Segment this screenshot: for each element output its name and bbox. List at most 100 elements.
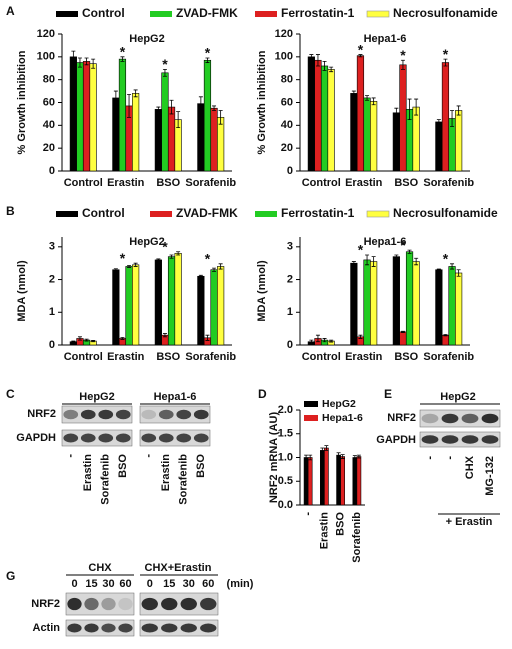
blot-band <box>115 433 131 443</box>
panel-label: D <box>258 387 267 401</box>
bar <box>210 107 218 172</box>
error-bar <box>308 454 313 461</box>
blot-band <box>176 433 192 443</box>
bar <box>350 262 358 346</box>
error-bar <box>133 262 138 267</box>
error-bar <box>315 334 320 343</box>
blot-band <box>118 623 133 633</box>
y-tick-label: 100 <box>275 51 293 63</box>
blot-band <box>118 597 133 611</box>
lane-label: BSO <box>195 454 207 478</box>
legend-label: Necrosulfonamide <box>393 6 498 20</box>
y-tick-label: 80 <box>43 74 55 86</box>
error-bar <box>309 339 314 344</box>
bar <box>203 59 212 172</box>
blot-band <box>80 409 96 420</box>
bar <box>314 59 322 172</box>
significance: * <box>162 56 168 72</box>
error-bar <box>365 95 370 101</box>
bar <box>350 93 358 172</box>
blot-strip <box>61 429 133 447</box>
bar <box>340 456 345 506</box>
error-bar <box>169 99 174 115</box>
bar <box>405 251 414 346</box>
bar <box>112 269 120 346</box>
x-tick-label: Sorafenib <box>351 512 363 563</box>
bar <box>174 253 182 346</box>
chart-title: HepG2 <box>129 33 164 45</box>
significance: * <box>205 45 211 61</box>
bar <box>363 97 371 172</box>
cell-line: HepG2 <box>79 391 114 403</box>
bar <box>412 106 420 172</box>
error-bar <box>450 110 455 127</box>
significance: * <box>358 242 364 258</box>
time-label: 15 <box>85 578 97 590</box>
blot-band <box>158 433 174 443</box>
legend-swatch <box>255 211 277 217</box>
bar <box>217 117 225 172</box>
lane-label: MG-132 <box>484 456 496 496</box>
lane-label: Sorafenib <box>178 454 190 505</box>
y-tick-label: 100 <box>37 51 55 63</box>
error-bar <box>329 66 334 73</box>
error-bar <box>356 454 361 459</box>
blot-band <box>63 409 79 420</box>
y-tick-label: 0 <box>49 165 55 177</box>
blot-band <box>441 435 459 444</box>
error-bar <box>84 338 89 342</box>
bar <box>448 266 456 346</box>
error-bar <box>336 452 341 458</box>
bar <box>352 457 358 506</box>
blot-strip <box>139 429 211 447</box>
legend-label: Ferrostatin-1 <box>281 6 355 20</box>
error-bar <box>198 274 203 278</box>
y-tick-label: 1.5 <box>278 428 293 440</box>
chart-title: HepG2 <box>129 236 164 248</box>
error-bar <box>77 57 82 68</box>
error-bar <box>450 263 455 270</box>
bar <box>324 447 329 506</box>
lane-label: Sorafenib <box>100 454 112 505</box>
error-bar <box>133 89 138 98</box>
bar <box>435 269 443 346</box>
lane-label: - <box>143 454 155 458</box>
chart-title: Hepa1-6 <box>364 33 407 45</box>
error-bar <box>156 106 161 113</box>
treatment-label: + Erastin <box>446 516 493 528</box>
y-tick-label: 40 <box>43 119 55 131</box>
blot-band <box>161 623 178 633</box>
error-bar <box>218 110 223 125</box>
bar <box>217 266 225 346</box>
blot <box>61 405 211 447</box>
error-bar <box>371 256 376 267</box>
bar <box>154 109 162 172</box>
error-bar <box>358 54 363 58</box>
blot-band <box>141 623 158 633</box>
error-bar <box>84 57 89 66</box>
error-bar <box>407 249 412 254</box>
error-bar <box>351 90 356 97</box>
blot-band <box>84 623 99 633</box>
error-bar <box>156 258 161 262</box>
bar <box>455 272 463 346</box>
blot-band <box>200 597 217 611</box>
panel-label: C <box>6 387 15 401</box>
blot-band <box>481 413 499 424</box>
error-bar <box>394 254 399 259</box>
lane-label: Erastin <box>160 454 172 492</box>
significance: * <box>400 237 406 253</box>
blot-band <box>158 409 174 420</box>
error-bar <box>77 336 82 341</box>
blot-band <box>80 433 96 443</box>
error-bar <box>436 268 441 271</box>
error-bar <box>351 261 356 266</box>
significance: * <box>400 47 406 63</box>
bar <box>210 269 218 346</box>
blot-band <box>180 623 197 633</box>
x-tick-label: Sorafenib <box>423 351 474 363</box>
blot-strip <box>139 592 219 616</box>
bar <box>320 65 329 172</box>
error-bar <box>320 447 325 454</box>
blot <box>65 592 219 637</box>
